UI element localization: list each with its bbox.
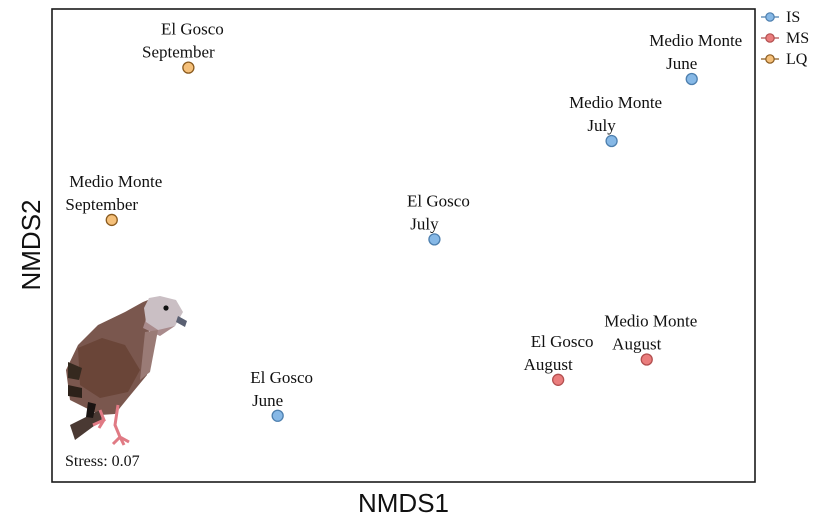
legend-marker-ms (765, 33, 775, 43)
point-el-gosco-july (428, 233, 441, 246)
point-medio-monte-september (105, 213, 118, 227)
point-label-el-gosco-june: El Gosco June (250, 368, 313, 410)
point-label-line1: El Gosco (161, 20, 224, 39)
point-label-line2: September (65, 195, 138, 214)
y-axis-title: NMDS2 (16, 199, 46, 290)
point-label-line1: Medio Monte (649, 31, 742, 50)
legend-label-lq: LQ (786, 51, 808, 68)
point-label-line1: El Gosco (250, 368, 313, 387)
point-el-gosco-august (552, 373, 565, 386)
legend-marker-lq (765, 54, 775, 64)
point-label-line1: El Gosco (531, 332, 594, 351)
legend-label-is: IS (786, 9, 800, 26)
stress-annotation: Stress: 0.07 (65, 453, 140, 470)
point-label-line1: El Gosco (407, 191, 470, 210)
point-medio-monte-august (640, 353, 653, 366)
plot-frame (51, 8, 756, 483)
point-label-line2: July (587, 116, 616, 135)
point-label-medio-monte-august: Medio Monte August (604, 311, 697, 353)
point-label-line1: Medio Monte (604, 311, 697, 330)
bird-illustration (66, 296, 187, 446)
point-label-el-gosco-july: El Gosco July (407, 191, 470, 233)
point-label-line2: June (252, 391, 283, 410)
point-label-line2: June (666, 54, 697, 73)
point-el-gosco-september (182, 61, 195, 74)
point-label-line1: Medio Monte (69, 172, 162, 191)
point-label-medio-monte-september: Medio Monte September (65, 172, 162, 214)
x-axis-title: NMDS1 (358, 488, 449, 518)
legend-marker-is (765, 12, 775, 22)
point-label-el-gosco-september: El Gosco September (142, 20, 224, 62)
point-medio-monte-july (605, 134, 618, 148)
point-el-gosco-june (271, 409, 284, 422)
point-label-medio-monte-june: Medio Monte June (649, 31, 742, 73)
point-label-el-gosco-august: El Gosco August (524, 332, 594, 374)
point-label-line1: Medio Monte (569, 93, 662, 112)
point-label-line2: July (410, 214, 439, 233)
legend: IS MS LQ (761, 9, 809, 68)
legend-label-ms: MS (786, 30, 809, 47)
point-label-medio-monte-july: Medio Monte July (569, 93, 662, 135)
point-label-line2: September (142, 43, 215, 62)
point-medio-monte-june (685, 72, 698, 86)
point-label-line2: August (524, 355, 573, 374)
point-label-line2: August (612, 334, 661, 353)
